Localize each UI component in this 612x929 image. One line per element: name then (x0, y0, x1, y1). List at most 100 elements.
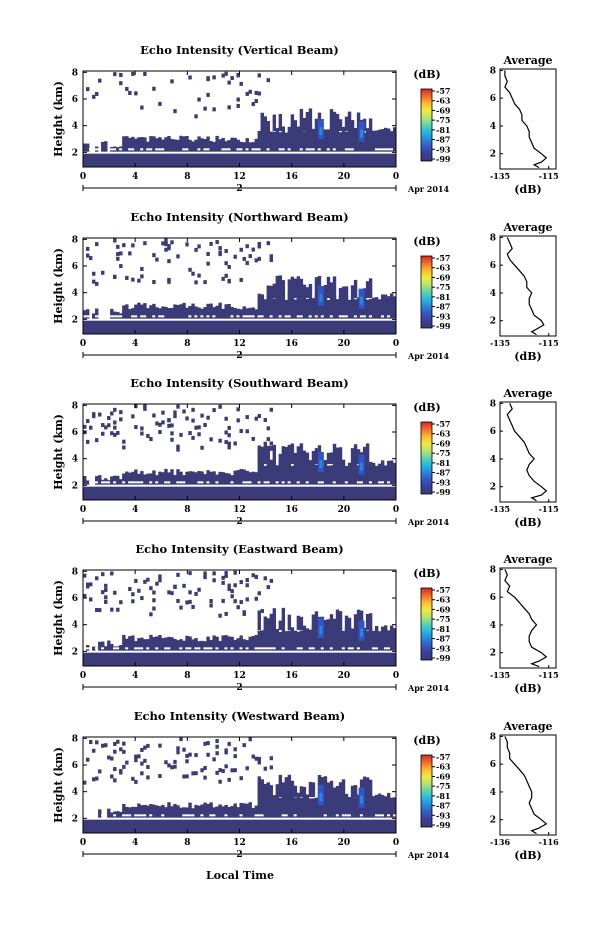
colorbar-tick-label: -87 (436, 302, 450, 312)
echo-gap (269, 647, 274, 650)
echo-speckle (212, 107, 216, 112)
echo-cell (362, 295, 367, 319)
echo-cell (290, 627, 295, 651)
echo-speckle (251, 247, 255, 252)
echo-cell (98, 809, 102, 818)
echo-speckle (143, 745, 147, 750)
echo-gap (392, 814, 396, 817)
echo-speckle (218, 246, 222, 251)
echo-gap (209, 647, 213, 650)
echo-cell (203, 307, 207, 319)
echo-cell (191, 471, 195, 485)
echo-speckle (263, 417, 267, 422)
echo-cell (95, 476, 99, 485)
echo-cell (227, 303, 231, 319)
echo-gap (140, 647, 144, 650)
echo-cell (353, 629, 358, 651)
echo-cell (122, 803, 126, 818)
echo-cell (224, 141, 228, 152)
echo-gap (149, 814, 153, 817)
echo-speckle (185, 759, 189, 764)
echo-gap (194, 315, 198, 318)
echo-cell (179, 639, 183, 651)
echo-speckle (197, 432, 201, 437)
echo-cell (110, 643, 114, 651)
x-tick-label: 8 (184, 172, 190, 182)
echo-cell (320, 465, 325, 485)
echo-speckle (125, 275, 129, 280)
echo-speckle (257, 91, 261, 96)
echo-gap (119, 148, 123, 151)
echo-gap (239, 148, 243, 151)
echo-cell (329, 628, 334, 651)
date-suffix: Apr 2014 (407, 683, 450, 693)
echo-speckle (164, 242, 168, 247)
echo-speckle (173, 764, 177, 769)
echo-cell (323, 619, 328, 630)
echo-cell (293, 452, 298, 464)
echo-speckle (122, 243, 126, 248)
echo-cell (335, 625, 340, 651)
echo-cell (278, 132, 283, 152)
echo-speckle (143, 406, 147, 411)
echo-speckle (254, 258, 258, 263)
profile-title: Average (502, 54, 552, 67)
echo-speckle (206, 77, 210, 82)
echo-speckle (182, 747, 186, 752)
echo-gap (344, 148, 349, 151)
echo-speckle (197, 587, 201, 592)
echo-cell (188, 471, 192, 485)
echo-cell (320, 628, 325, 651)
date-marker: 2 (236, 351, 242, 361)
colorbar-tick-label: -63 (436, 595, 451, 605)
echo-gap (299, 315, 304, 318)
echo-cell (365, 777, 370, 797)
profile-y-tick-label: 6 (490, 427, 496, 437)
echo-cell (242, 142, 246, 152)
y-tick-label: 4 (72, 122, 78, 132)
echo-cell (149, 804, 153, 818)
echo-speckle (215, 770, 219, 775)
echo-cell (266, 461, 270, 485)
echo-cell (380, 626, 385, 651)
echo-cell (116, 811, 120, 818)
echo-speckle (170, 431, 174, 436)
echo-speckle (227, 445, 231, 450)
echo-cell (272, 131, 277, 152)
echo-cell (335, 113, 340, 131)
echo-cell (206, 136, 210, 152)
echo-cell (152, 470, 156, 485)
echo-cell (170, 469, 174, 485)
echo-gap (200, 814, 204, 817)
echo-gap (158, 315, 162, 318)
echo-gap (248, 315, 252, 318)
echo-cell (215, 474, 219, 485)
echo-cell (386, 792, 391, 818)
echo-cell (308, 126, 313, 152)
echo-cell (332, 130, 337, 152)
echo-cell (254, 635, 258, 651)
echo-cell (110, 308, 114, 319)
echo-cell (182, 807, 186, 818)
profile-line (506, 403, 548, 502)
echo-cell (335, 609, 340, 630)
echo-cell (224, 804, 228, 818)
echo-speckle (140, 748, 144, 753)
echo-cell (335, 785, 340, 797)
echo-speckle (224, 573, 228, 578)
echo-cell (350, 461, 355, 485)
colorbar-tick-label: -75 (436, 448, 450, 458)
echo-speckle (152, 279, 156, 284)
echo-cell (383, 127, 388, 152)
echo-speckle (167, 423, 171, 428)
echo-gap (281, 481, 286, 484)
echo-speckle (245, 261, 249, 266)
echo-cell (293, 128, 298, 152)
echo-speckle (158, 774, 162, 779)
echo-gap (155, 148, 159, 151)
echo-cell (230, 475, 234, 485)
echo-cell (149, 136, 153, 152)
echo-gap (251, 315, 255, 318)
echo-speckle (113, 425, 117, 430)
colorbar-tick-label: -87 (436, 801, 450, 811)
